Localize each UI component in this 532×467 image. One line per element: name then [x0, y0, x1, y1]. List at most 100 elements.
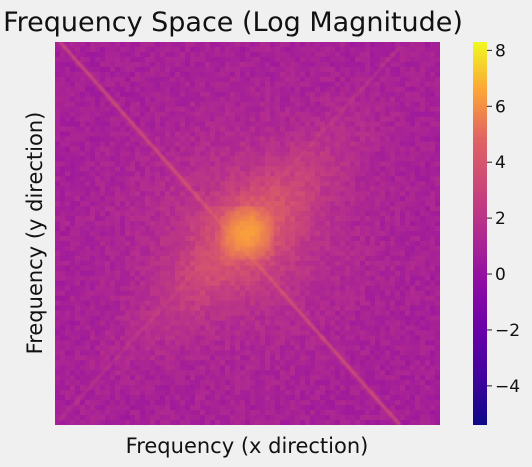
heatmap-cell: [125, 46, 131, 53]
heatmap-cell: [100, 330, 106, 336]
heatmap-cell: [75, 295, 81, 302]
heatmap-cell: [215, 141, 221, 147]
heatmap-cell: [95, 201, 101, 207]
heatmap-cell: [250, 191, 256, 197]
heatmap-cell: [315, 196, 321, 202]
heatmap-cell: [130, 245, 136, 252]
heatmap-cell: [180, 71, 186, 78]
heatmap-cell: [360, 76, 366, 83]
heatmap-cell: [235, 186, 241, 192]
heatmap-cell: [95, 285, 101, 292]
heatmap-cell: [300, 131, 306, 137]
heatmap-cell: [355, 136, 361, 142]
heatmap-cell: [170, 76, 176, 83]
heatmap-cell: [115, 315, 121, 321]
heatmap-cell: [220, 240, 226, 247]
heatmap-cell: [60, 285, 66, 292]
heatmap-cell: [140, 360, 146, 366]
heatmap-cell: [180, 91, 186, 98]
heatmap-cell: [300, 141, 306, 147]
heatmap-cell: [265, 146, 271, 152]
heatmap-cell: [105, 355, 111, 361]
heatmap-cell: [265, 355, 271, 361]
heatmap-cell: [110, 166, 116, 172]
heatmap-cell: [115, 270, 121, 277]
heatmap-cell: [340, 290, 346, 297]
heatmap-cell: [270, 46, 276, 53]
heatmap-cell: [275, 240, 281, 247]
heatmap-cell: [155, 196, 161, 202]
heatmap-cell: [155, 111, 161, 118]
heatmap-cell: [185, 216, 191, 222]
heatmap-cell: [80, 86, 86, 93]
heatmap-cell: [145, 290, 151, 297]
heatmap-cell: [135, 211, 141, 217]
heatmap-cell: [155, 71, 161, 78]
heatmap-cell: [250, 355, 256, 361]
heatmap-cell: [135, 151, 141, 157]
heatmap-cell: [370, 116, 376, 122]
heatmap-cell: [320, 191, 326, 197]
heatmap-cell: [160, 111, 166, 118]
heatmap-cell: [185, 310, 191, 316]
heatmap-cell: [390, 121, 396, 127]
heatmap-cell: [255, 86, 261, 93]
heatmap-cell: [185, 201, 191, 207]
heatmap-cell: [290, 181, 296, 187]
heatmap-cell: [290, 42, 296, 48]
heatmap-cell: [375, 245, 381, 252]
heatmap-cell: [310, 181, 316, 187]
heatmap-cell: [130, 265, 136, 272]
heatmap-cell: [240, 340, 246, 346]
heatmap-cell: [355, 320, 361, 326]
heatmap-cell: [95, 126, 101, 132]
heatmap-cell: [90, 270, 96, 277]
heatmap-cell: [385, 265, 391, 272]
heatmap-cell: [320, 290, 326, 297]
heatmap-cell: [250, 295, 256, 302]
heatmap-cell: [390, 295, 396, 302]
heatmap-cell: [220, 151, 226, 157]
heatmap-cell: [120, 76, 126, 83]
heatmap-cell: [400, 171, 406, 177]
heatmap-cell: [355, 226, 361, 232]
heatmap-cell: [175, 181, 181, 187]
heatmap-cell: [150, 206, 156, 212]
heatmap-cell: [255, 121, 261, 127]
heatmap-cell: [210, 295, 216, 302]
heatmap-cell: [100, 206, 106, 212]
heatmap-cell: [275, 126, 281, 132]
heatmap-cell: [85, 76, 91, 83]
heatmap-cell: [430, 86, 436, 93]
heatmap-cell: [120, 270, 126, 277]
heatmap-cell: [205, 330, 211, 336]
heatmap-cell: [195, 300, 201, 307]
heatmap-cell: [260, 295, 266, 302]
heatmap-cell: [285, 186, 291, 192]
heatmap-cell: [345, 42, 351, 48]
heatmap-cell: [225, 161, 231, 167]
heatmap-cell: [435, 280, 440, 287]
heatmap-cell: [355, 81, 361, 88]
heatmap-cell: [140, 71, 146, 78]
heatmap-cell: [360, 310, 366, 316]
heatmap-cell: [380, 91, 386, 98]
heatmap-cell: [80, 166, 86, 172]
heatmap-cell: [130, 201, 136, 207]
heatmap-cell: [210, 106, 216, 113]
heatmap-cell: [315, 141, 321, 147]
heatmap-cell: [170, 196, 176, 202]
heatmap-cell: [320, 71, 326, 78]
heatmap-cell: [390, 191, 396, 197]
heatmap-cell: [280, 355, 286, 361]
heatmap-cell: [410, 76, 416, 83]
heatmap-cell: [160, 96, 166, 103]
heatmap-cell: [300, 146, 306, 152]
heatmap-cell: [265, 176, 271, 182]
heatmap-cell: [115, 360, 121, 366]
heatmap-cell: [145, 61, 151, 68]
heatmap-cell: [95, 146, 101, 152]
heatmap-cell: [325, 42, 331, 48]
heatmap-cell: [410, 320, 416, 326]
heatmap-cell: [405, 126, 411, 132]
